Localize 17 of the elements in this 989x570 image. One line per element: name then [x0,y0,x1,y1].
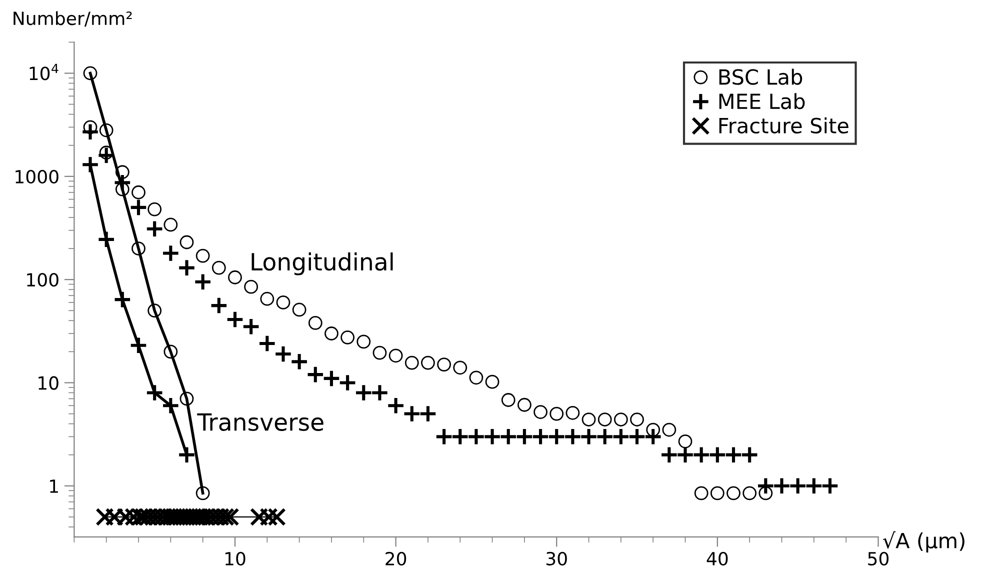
y-tick-label: 10$^{4}$ [30,64,58,80]
legend-label: MEE Lab [719,93,805,110]
x-tick-label: 30 [546,552,567,566]
annotation: Longitudinal [252,252,393,276]
x-tick-label: 20 [386,552,406,566]
y-axis-title: Number/mm² [14,11,132,27]
y-tick-label: 100 [27,273,58,287]
y-tick-label: 1000 [16,170,58,184]
legend-label: Fracture Site [719,117,848,134]
y-tick-label: 10 [38,376,58,390]
x-tick-label: 10 [225,552,246,566]
x-tick-label: 40 [706,552,728,566]
x-tick-label: 50 [868,552,889,566]
x-axis-title: √A (μm) [882,531,964,553]
legend-label: BSC Lab [719,68,802,85]
y-tick-label: 1 [50,480,58,493]
annotation: Transverse [197,413,324,431]
